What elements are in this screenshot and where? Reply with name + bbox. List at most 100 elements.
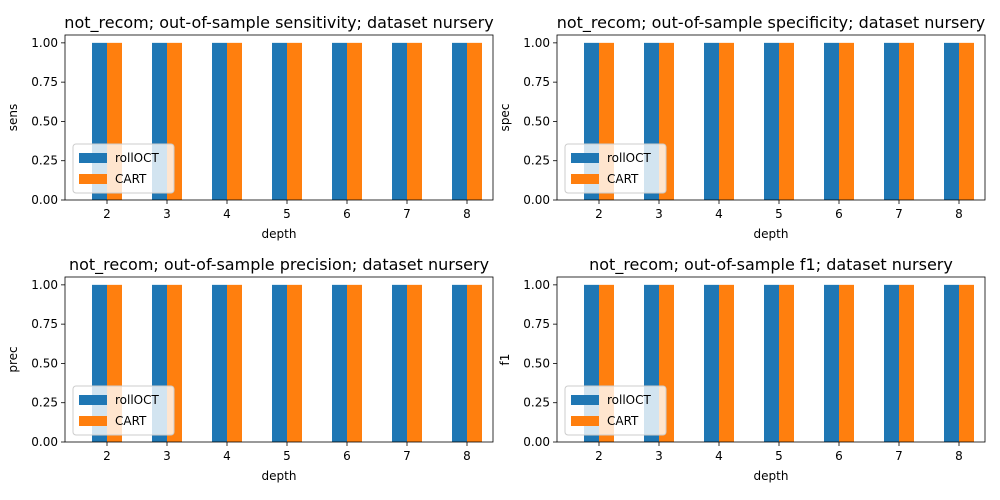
legend-swatch-CART <box>79 174 107 184</box>
x-tick-label: 4 <box>715 449 723 463</box>
y-axis-label: sens <box>6 104 20 132</box>
bar-rollOCT-5 <box>764 42 779 200</box>
y-tick-label: 0.75 <box>31 75 58 89</box>
bar-CART-5 <box>287 284 302 442</box>
legend-swatch-rollOCT <box>571 153 599 163</box>
bar-CART-5 <box>779 284 794 442</box>
x-tick-label: 8 <box>955 207 963 221</box>
bar-CART-7 <box>407 42 422 200</box>
bar-CART-6 <box>839 42 854 200</box>
chart-title: not_recom; out-of-sample precision; data… <box>69 255 489 275</box>
bar-CART-7 <box>407 284 422 442</box>
x-tick-label: 8 <box>463 207 471 221</box>
bar-CART-4 <box>227 284 242 442</box>
y-tick-label: 0.25 <box>523 396 550 410</box>
y-tick-label: 0.00 <box>523 435 550 449</box>
bar-CART-4 <box>719 42 734 200</box>
bar-rollOCT-6 <box>824 42 839 200</box>
bar-CART-6 <box>347 42 362 200</box>
y-tick-label: 1.00 <box>31 36 58 50</box>
x-tick-label: 7 <box>403 207 411 221</box>
y-tick-label: 0.75 <box>523 75 550 89</box>
chart-title: not_recom; out-of-sample specificity; da… <box>557 13 986 33</box>
bar-rollOCT-5 <box>764 284 779 442</box>
bar-rollOCT-4 <box>704 284 719 442</box>
x-axis-label: depth <box>754 227 789 241</box>
y-tick-label: 0.75 <box>31 317 58 331</box>
legend: rollOCT CART <box>564 385 667 436</box>
legend-swatch-CART <box>571 416 599 426</box>
x-tick-label: 5 <box>283 449 291 463</box>
legend: rollOCT CART <box>72 385 175 436</box>
y-tick-label: 0.00 <box>31 435 58 449</box>
bar-rollOCT-6 <box>332 42 347 200</box>
y-axis-label: prec <box>6 346 20 372</box>
bar-rollOCT-7 <box>884 284 899 442</box>
x-tick-label: 5 <box>775 449 783 463</box>
bar-rollOCT-6 <box>824 284 839 442</box>
bar-rollOCT-6 <box>332 284 347 442</box>
bar-CART-5 <box>287 42 302 200</box>
x-tick-label: 8 <box>463 449 471 463</box>
y-axis-label: f1 <box>498 354 512 366</box>
x-tick-label: 3 <box>655 449 663 463</box>
bar-CART-6 <box>347 284 362 442</box>
x-axis-label: depth <box>262 227 297 241</box>
legend-swatch-rollOCT <box>79 153 107 163</box>
legend-label-CART: CART <box>115 414 147 428</box>
bar-CART-5 <box>779 42 794 200</box>
legend-label-rollOCT: rollOCT <box>115 393 160 407</box>
x-tick-label: 6 <box>343 207 351 221</box>
y-tick-label: 0.00 <box>523 193 550 207</box>
x-tick-label: 6 <box>835 449 843 463</box>
y-tick-label: 0.00 <box>31 193 58 207</box>
bar-CART-8 <box>959 284 974 442</box>
bar-CART-8 <box>467 284 482 442</box>
x-tick-label: 6 <box>343 449 351 463</box>
x-tick-label: 2 <box>595 207 603 221</box>
bar-rollOCT-5 <box>272 284 287 442</box>
bar-rollOCT-8 <box>452 42 467 200</box>
subplot-2: 2 3 4 5 6 7 8 0.00 0.25 0.50 0.75 1.00 not_recom; ou… <box>498 13 986 241</box>
subplot-4: 2 3 4 5 6 7 8 0.00 0.25 0.50 0.75 1.00 not_recom; ou… <box>498 255 986 483</box>
x-axis-label: depth <box>754 469 789 483</box>
bar-CART-7 <box>899 284 914 442</box>
legend-label-rollOCT: rollOCT <box>607 393 652 407</box>
x-tick-label: 2 <box>595 449 603 463</box>
bar-rollOCT-7 <box>884 42 899 200</box>
legend-swatch-rollOCT <box>571 395 599 405</box>
x-tick-label: 7 <box>895 449 903 463</box>
bar-rollOCT-7 <box>392 42 407 200</box>
bar-rollOCT-4 <box>212 42 227 200</box>
y-tick-label: 0.50 <box>31 356 58 370</box>
x-tick-label: 7 <box>895 207 903 221</box>
x-tick-label: 3 <box>163 207 171 221</box>
x-tick-label: 2 <box>103 207 111 221</box>
chart-title: not_recom; out-of-sample sensitivity; da… <box>64 13 493 33</box>
x-tick-label: 4 <box>715 207 723 221</box>
bar-rollOCT-4 <box>212 284 227 442</box>
bar-CART-6 <box>839 284 854 442</box>
x-tick-label: 4 <box>223 207 231 221</box>
subplot-3: 2 3 4 5 6 7 8 0.00 0.25 0.50 0.75 1.00 not_recom; ou… <box>6 255 494 483</box>
x-tick-label: 6 <box>835 207 843 221</box>
x-tick-label: 3 <box>163 449 171 463</box>
y-tick-label: 1.00 <box>523 278 550 292</box>
y-tick-label: 1.00 <box>31 278 58 292</box>
bar-CART-7 <box>899 42 914 200</box>
legend-swatch-rollOCT <box>79 395 107 405</box>
y-tick-label: 0.50 <box>523 114 550 128</box>
legend-label-CART: CART <box>607 172 639 186</box>
axes-frame <box>64 276 494 443</box>
axes-frame <box>556 276 986 443</box>
axes-frame <box>556 34 986 201</box>
x-axis-label: depth <box>262 469 297 483</box>
y-tick-label: 1.00 <box>523 36 550 50</box>
y-tick-label: 0.75 <box>523 317 550 331</box>
x-tick-label: 3 <box>655 207 663 221</box>
y-tick-label: 0.25 <box>31 396 58 410</box>
bar-rollOCT-8 <box>944 284 959 442</box>
legend: rollOCT CART <box>72 143 175 194</box>
x-tick-label: 8 <box>955 449 963 463</box>
